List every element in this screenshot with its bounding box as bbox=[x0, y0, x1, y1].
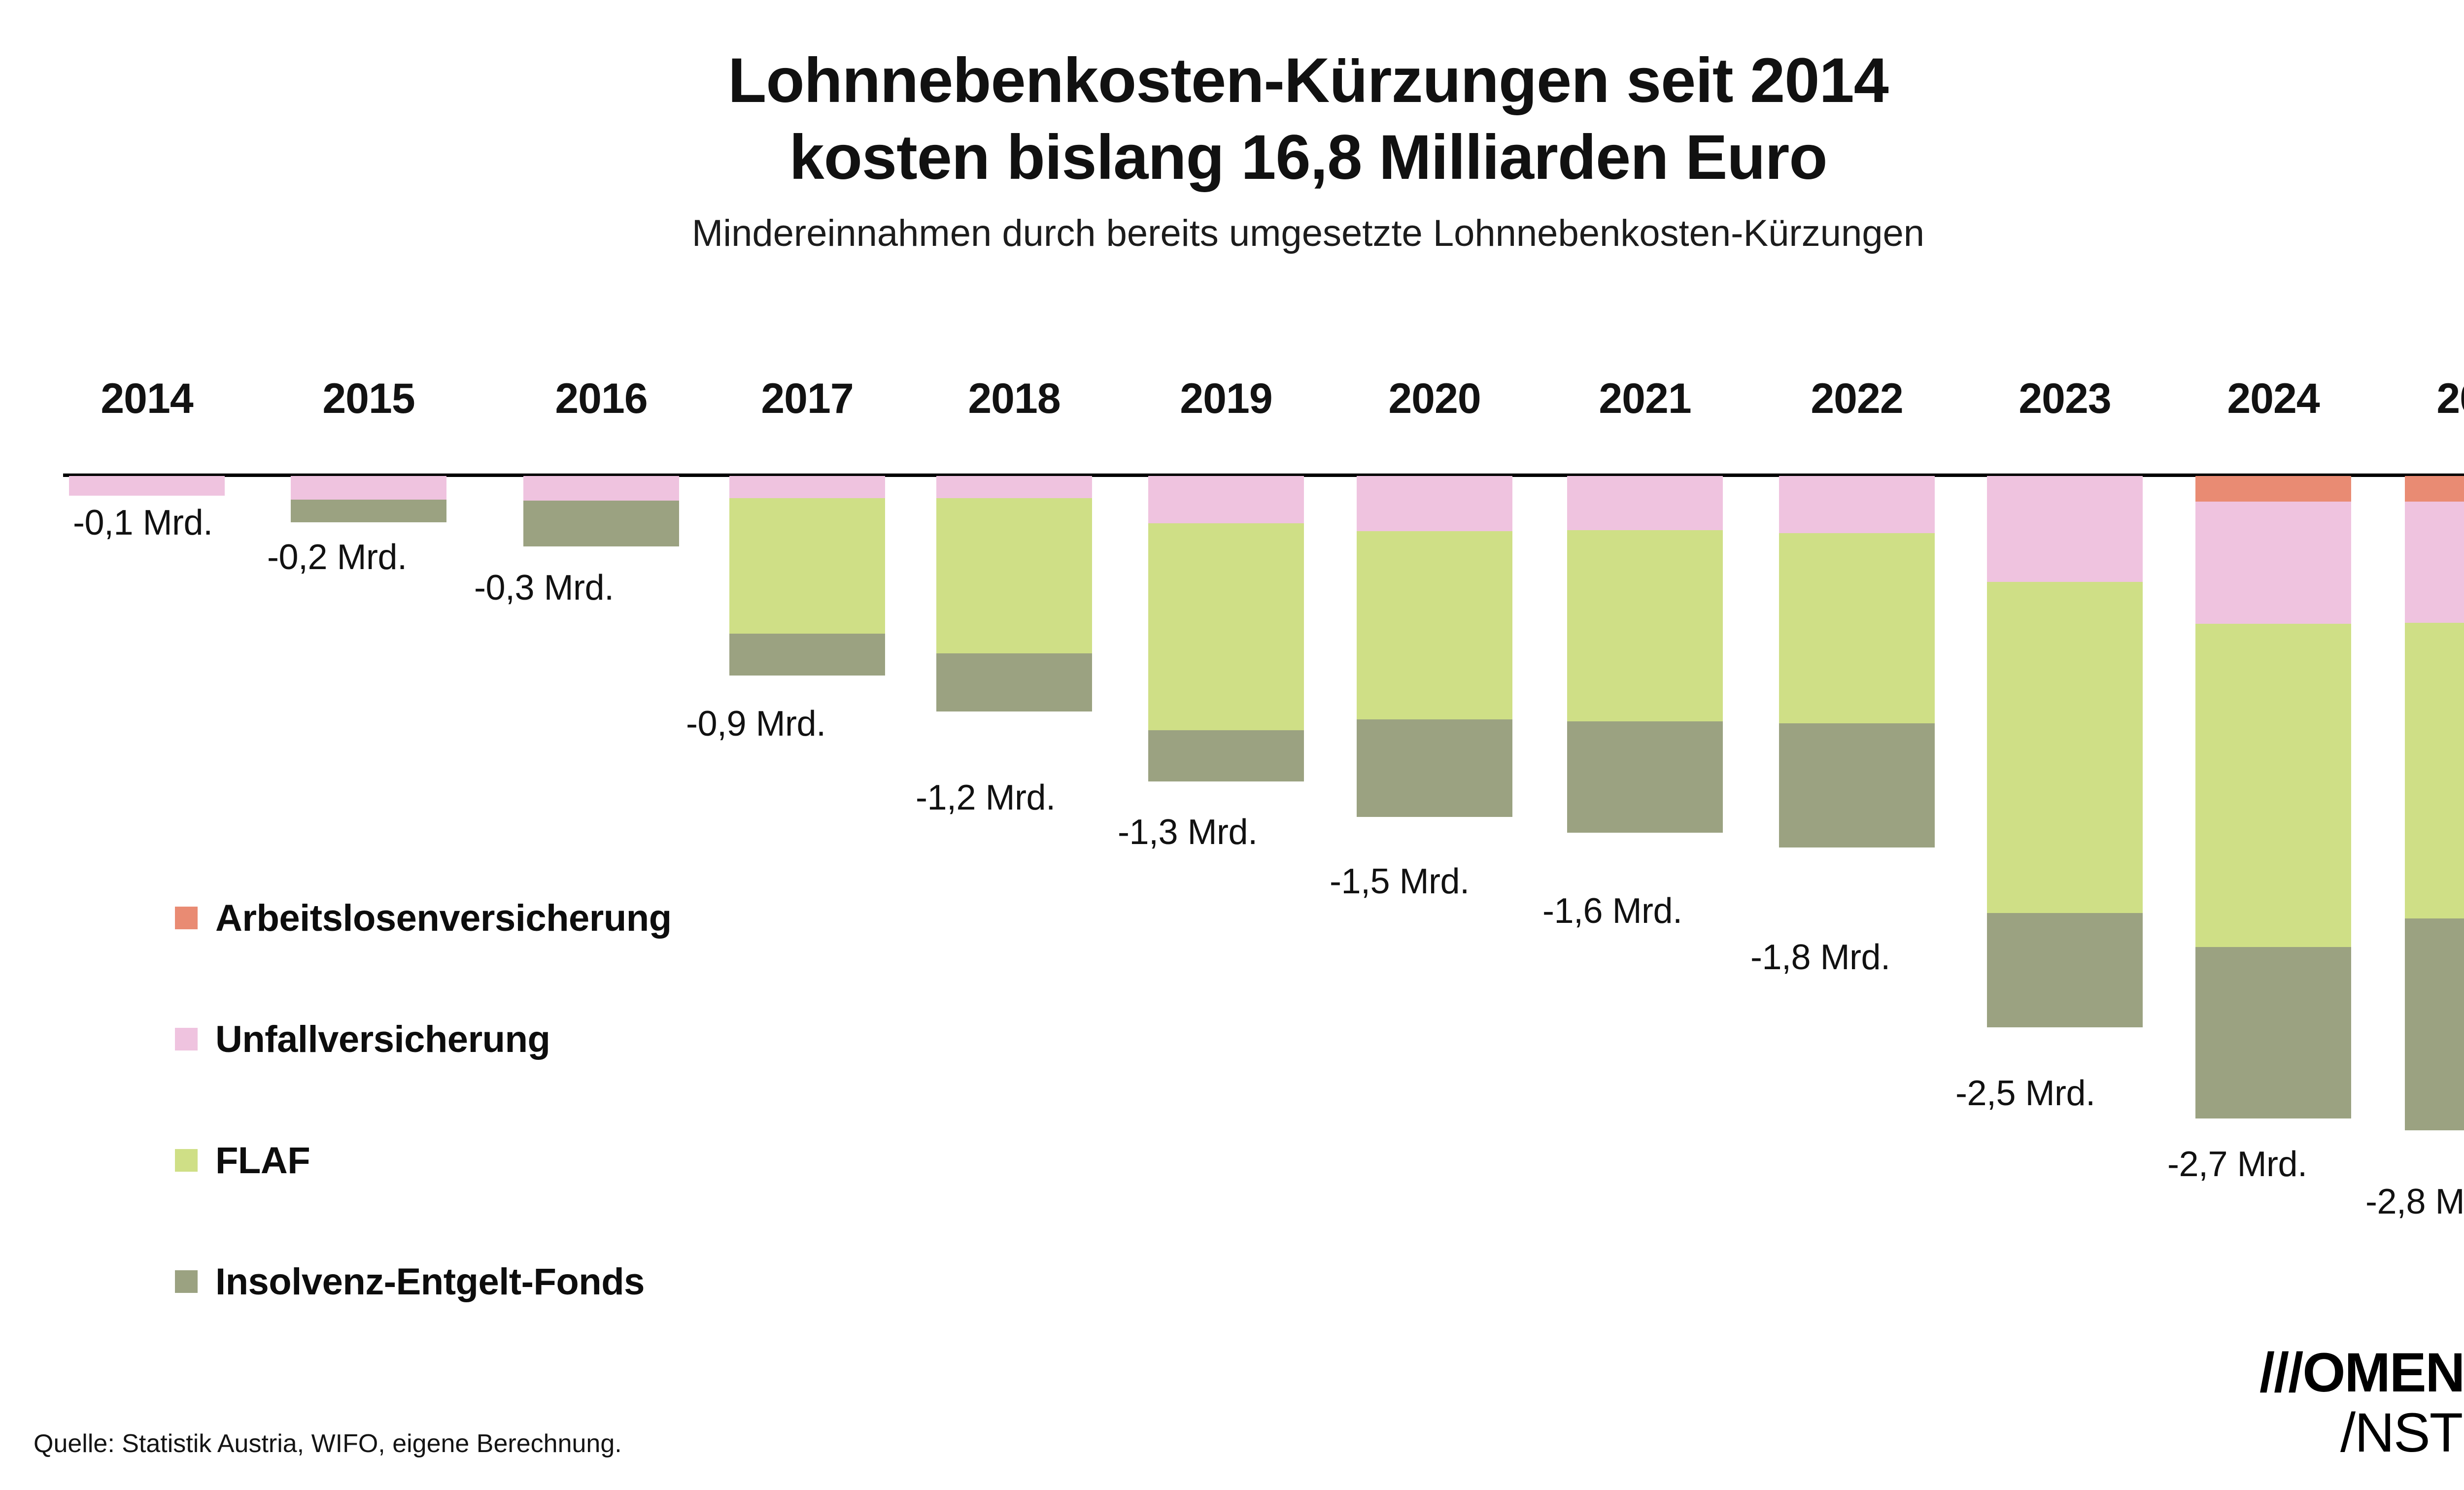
legend-label: FLAF bbox=[215, 1139, 310, 1182]
bar-total-value-label: -0,2 Mrd. bbox=[267, 538, 407, 577]
bar-segment[interactable] bbox=[2195, 947, 2351, 1118]
x-axis-year-label: 2016 bbox=[555, 375, 648, 422]
bar-segment[interactable] bbox=[523, 501, 679, 546]
page-title: Lohnnebenkosten-Kürzungen seit 2014 kost… bbox=[0, 42, 2464, 196]
legend-label: Unfallversicherung bbox=[215, 1018, 550, 1060]
bar-segment[interactable] bbox=[729, 498, 885, 634]
bar-segment[interactable] bbox=[1779, 723, 1935, 847]
bar-segment[interactable] bbox=[1148, 730, 1304, 781]
stacked-bar[interactable] bbox=[1567, 476, 1723, 833]
bar-total-value-label: -1,6 Mrd. bbox=[1542, 891, 1682, 931]
title-line-1: Lohnnebenkosten-Kürzungen seit 2014 bbox=[728, 45, 1889, 116]
stacked-bar[interactable] bbox=[936, 476, 1092, 711]
bar-segment[interactable] bbox=[729, 634, 885, 676]
bar-segment[interactable] bbox=[1567, 721, 1723, 833]
x-axis-year-label: 2017 bbox=[761, 375, 854, 422]
chart-legend: Arbeitslosenversicherung Unfallversicheru… bbox=[175, 857, 672, 1342]
bar-segment[interactable] bbox=[2195, 502, 2351, 624]
stacked-bar[interactable] bbox=[1779, 476, 1935, 847]
x-axis-year-label: 2021 bbox=[1599, 375, 1691, 422]
bar-segment[interactable] bbox=[1357, 719, 1512, 817]
logo-line-institut: /NSTITUT bbox=[2340, 1402, 2464, 1463]
bar-segment[interactable] bbox=[2405, 502, 2464, 623]
bar-segment[interactable] bbox=[291, 476, 446, 500]
bar-segment[interactable] bbox=[936, 476, 1092, 498]
legend-color-swatch-icon bbox=[175, 907, 198, 929]
zero-baseline-axis bbox=[63, 474, 2464, 477]
stacked-bar[interactable] bbox=[523, 476, 679, 546]
bar-segment[interactable] bbox=[936, 498, 1092, 653]
legend-label: Insolvenz-Entgelt-Fonds bbox=[215, 1260, 645, 1303]
bar-segment[interactable] bbox=[69, 476, 225, 496]
bar-total-value-label: -0,3 Mrd. bbox=[474, 568, 614, 608]
stacked-bar[interactable] bbox=[729, 476, 885, 676]
chart-subtitle: Mindereinnahmen durch bereits umgesetzte… bbox=[691, 212, 1925, 255]
logo-line-momentum: ///OMENTUM bbox=[2259, 1342, 2464, 1403]
stacked-bar[interactable] bbox=[1148, 476, 1304, 781]
bar-total-value-label: -1,5 Mrd. bbox=[1330, 862, 1470, 901]
legend-item[interactable]: Arbeitslosenversicherung bbox=[175, 857, 672, 979]
bar-total-value-label: -0,9 Mrd. bbox=[686, 704, 826, 744]
legend-color-swatch-icon bbox=[175, 1270, 198, 1293]
stacked-bar[interactable] bbox=[1987, 476, 2143, 1027]
x-axis-year-label: 2023 bbox=[2019, 375, 2111, 422]
bar-segment[interactable] bbox=[1779, 476, 1935, 533]
bar-segment[interactable] bbox=[936, 653, 1092, 711]
bar-segment[interactable] bbox=[2195, 624, 2351, 947]
source-note: Quelle: Statistik Austria, WIFO, eigene … bbox=[34, 1429, 622, 1458]
stacked-bar[interactable] bbox=[291, 476, 446, 522]
legend-color-swatch-icon bbox=[175, 1028, 198, 1050]
bar-segment[interactable] bbox=[1357, 476, 1512, 531]
bar-total-value-label: -1,3 Mrd. bbox=[1118, 813, 1258, 852]
bar-segment[interactable] bbox=[1987, 913, 2143, 1027]
legend-label: Arbeitslosenversicherung bbox=[215, 897, 672, 939]
bar-segment[interactable] bbox=[2405, 623, 2464, 918]
bar-segment[interactable] bbox=[2195, 476, 2351, 502]
bar-segment[interactable] bbox=[291, 500, 446, 522]
bar-total-value-label: -0,1 Mrd. bbox=[73, 503, 213, 542]
bar-total-value-label: -1,8 Mrd. bbox=[1750, 938, 1890, 977]
legend-color-swatch-icon bbox=[175, 1149, 198, 1172]
stacked-bar[interactable] bbox=[1357, 476, 1512, 817]
bar-segment[interactable] bbox=[2405, 476, 2464, 502]
bar-segment[interactable] bbox=[1987, 476, 2143, 582]
bar-segment[interactable] bbox=[523, 476, 679, 501]
bar-segment[interactable] bbox=[1779, 533, 1935, 723]
legend-item[interactable]: FLAF bbox=[175, 1100, 672, 1221]
bar-total-value-label: -2,5 Mrd. bbox=[1955, 1074, 2095, 1113]
x-axis-year-label: 2019 bbox=[1180, 375, 1272, 422]
x-axis-year-label: 2018 bbox=[968, 375, 1061, 422]
momentum-institut-logo: ///OMENTUM /NSTITUT bbox=[2259, 1345, 2464, 1460]
stacked-bar[interactable] bbox=[2195, 476, 2351, 1118]
stacked-bar[interactable] bbox=[2405, 476, 2464, 1130]
x-axis-year-label: 2024 bbox=[2227, 375, 2320, 422]
bar-segment[interactable] bbox=[2405, 918, 2464, 1130]
legend-item[interactable]: Unfallversicherung bbox=[175, 979, 672, 1100]
chart-header: Lohnnebenkosten-Kürzungen seit 2014 kost… bbox=[0, 0, 2464, 256]
x-axis-year-label: 2020 bbox=[1388, 375, 1481, 422]
x-axis-year-label: 2014 bbox=[101, 375, 193, 422]
bar-segment[interactable] bbox=[1148, 523, 1304, 730]
bar-segment[interactable] bbox=[1987, 582, 2143, 913]
bar-segment[interactable] bbox=[729, 476, 885, 498]
bar-total-value-label: -2,7 Mrd. bbox=[2167, 1145, 2307, 1184]
legend-item[interactable]: Insolvenz-Entgelt-Fonds bbox=[175, 1221, 672, 1342]
bar-segment[interactable] bbox=[1567, 530, 1723, 721]
bar-total-value-label: -1,2 Mrd. bbox=[916, 778, 1056, 817]
bar-total-value-label: -2,8 Mrd. bbox=[2365, 1182, 2464, 1221]
stacked-bar[interactable] bbox=[69, 476, 225, 496]
x-axis-year-label: 2022 bbox=[1811, 375, 1903, 422]
bar-segment[interactable] bbox=[1567, 476, 1723, 530]
x-axis-year-label: 2025 bbox=[2436, 375, 2464, 422]
bar-segment[interactable] bbox=[1148, 476, 1304, 523]
title-line-2: kosten bislang 16,8 Milliarden Euro bbox=[789, 122, 1828, 193]
bar-segment[interactable] bbox=[1357, 531, 1512, 719]
x-axis-year-label: 2015 bbox=[322, 375, 415, 422]
